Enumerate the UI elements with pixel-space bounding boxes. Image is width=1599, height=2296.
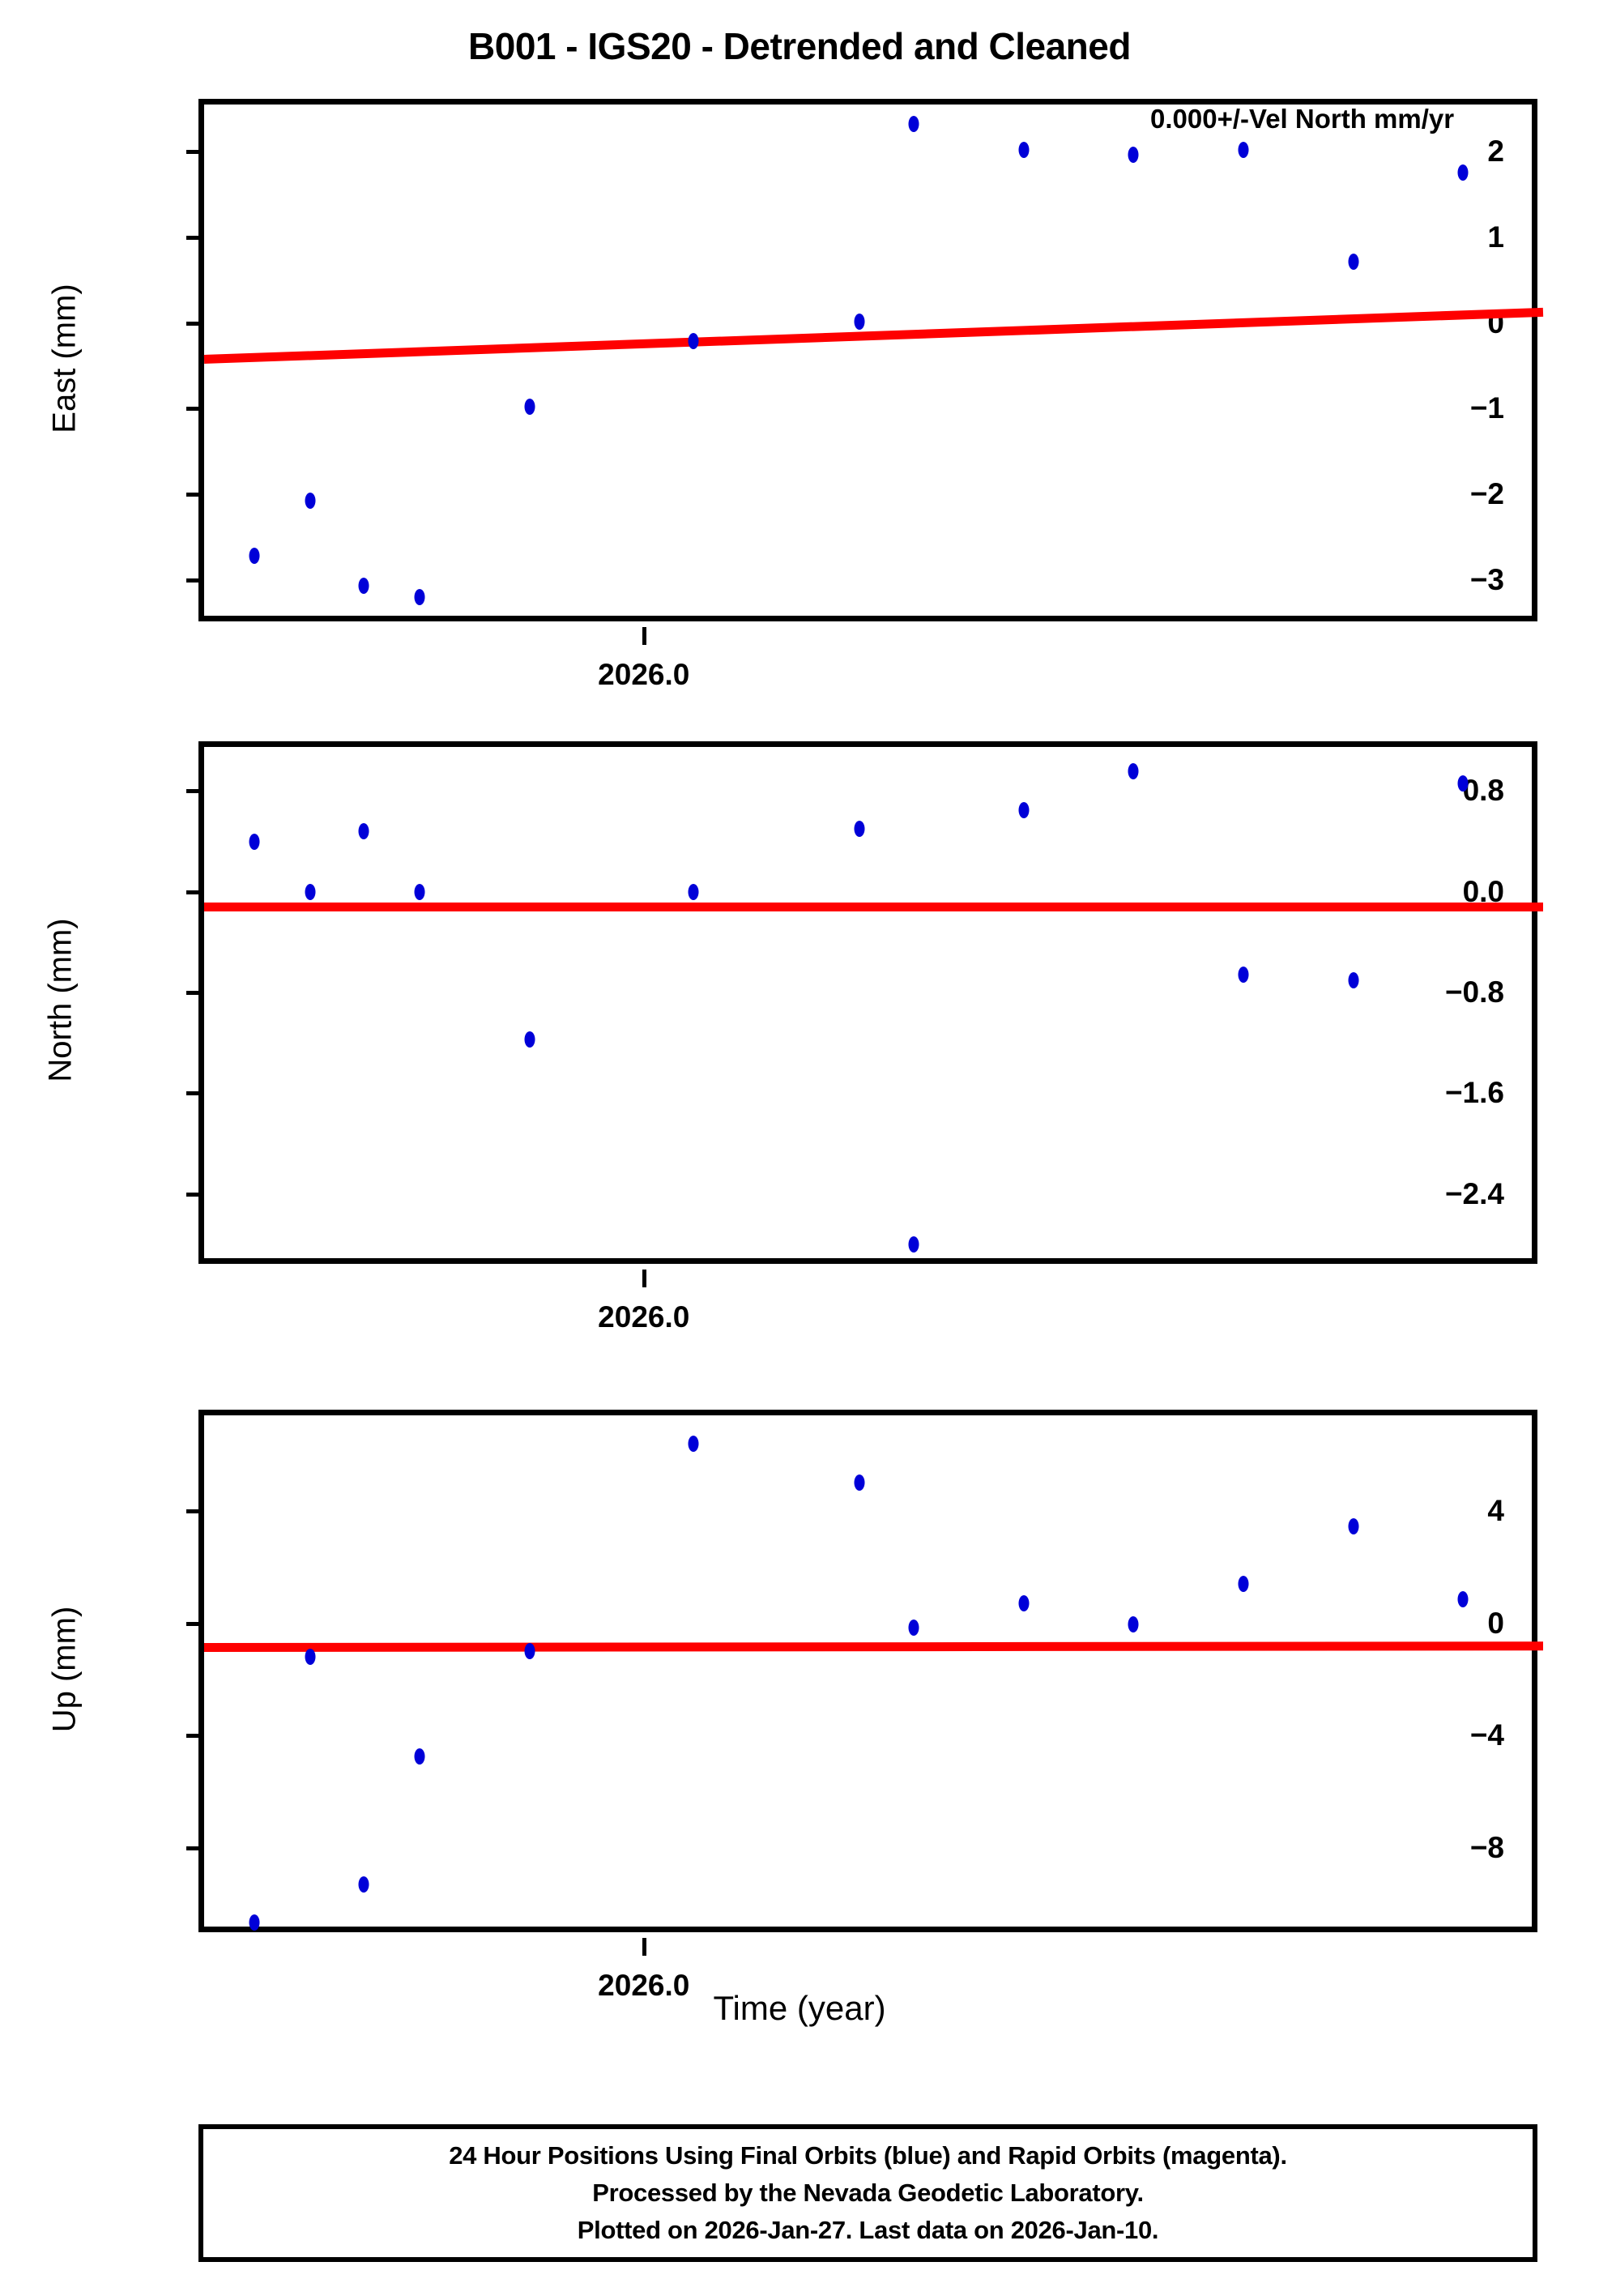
velocity-annotation: 0.000+/-Vel North mm/yr bbox=[1150, 104, 1455, 134]
plot-area-up: 4 0 −4 −8 2026.0 bbox=[186, 1410, 1544, 2002]
data-point bbox=[305, 1649, 316, 1666]
trend-line-up bbox=[203, 1641, 1544, 1652]
data-point bbox=[249, 1914, 260, 1931]
plot-area-east: 2 1 0 −1 −2 −3 2026.0 bbox=[186, 99, 1544, 691]
data-point bbox=[414, 588, 425, 605]
y-tick-label-up-2: −4 bbox=[1469, 1718, 1504, 1752]
y-tick-north-1 bbox=[186, 890, 204, 894]
data-point bbox=[524, 1643, 535, 1660]
data-point bbox=[908, 1619, 919, 1636]
panel-east: 2 1 0 −1 −2 −3 2026.0 East (mm) 0.000+/-Vel No… bbox=[0, 0, 1599, 691]
data-point bbox=[305, 883, 316, 900]
y-tick-up-0 bbox=[186, 1509, 204, 1513]
footer-line-2: Processed by the Nevada Geodetic Laborat… bbox=[592, 2179, 1144, 2207]
y-tick-east-2 bbox=[186, 321, 204, 326]
y-tick-label-up-0: 4 bbox=[1487, 1493, 1504, 1527]
y-tick-label-east-0: 2 bbox=[1487, 134, 1504, 169]
y-tick-east-0 bbox=[186, 150, 204, 155]
data-point bbox=[1457, 775, 1469, 792]
data-point bbox=[1457, 1591, 1469, 1608]
y-tick-north-4 bbox=[186, 1192, 204, 1197]
data-point bbox=[854, 1474, 865, 1492]
y-tick-label-east-3: −1 bbox=[1469, 391, 1504, 425]
data-point bbox=[1238, 142, 1249, 159]
x-tick-label-east-0: 2026.0 bbox=[598, 658, 690, 691]
figure-title: B001 - IGS20 - Detrended and Cleaned bbox=[468, 25, 1131, 67]
y-tick-label-east-5: −3 bbox=[1469, 562, 1504, 596]
y-tick-up-3 bbox=[186, 1846, 204, 1851]
data-point bbox=[908, 1235, 919, 1253]
y-tick-label-north-2: −0.8 bbox=[1444, 975, 1504, 1009]
data-point bbox=[249, 833, 260, 850]
x-tick-label-north-0: 2026.0 bbox=[598, 1300, 690, 1334]
data-point bbox=[688, 332, 699, 349]
data-point bbox=[358, 823, 369, 840]
footer-line-3: Plotted on 2026-Jan-27. Last data on 202… bbox=[577, 2216, 1159, 2244]
data-point bbox=[1238, 967, 1249, 984]
y-tick-up-1 bbox=[186, 1621, 204, 1626]
y-tick-north-3 bbox=[186, 1091, 204, 1096]
y-axis-label-north: North (mm) bbox=[42, 918, 79, 1082]
plot-area-north: 0.8 0.0 −0.8 −1.6 −2.4 2026.0 bbox=[186, 741, 1543, 1334]
data-point bbox=[1348, 1517, 1359, 1534]
data-point bbox=[1018, 1595, 1030, 1612]
data-point bbox=[854, 821, 865, 838]
data-point bbox=[1348, 253, 1359, 270]
y-tick-label-up-3: −8 bbox=[1469, 1831, 1504, 1865]
x-tick-up-0 bbox=[642, 1938, 646, 1956]
data-point bbox=[414, 883, 425, 900]
data-point bbox=[908, 116, 919, 133]
data-point bbox=[688, 883, 699, 900]
data-point bbox=[1128, 147, 1139, 164]
data-point bbox=[524, 1031, 535, 1048]
data-point bbox=[1018, 142, 1030, 159]
y-tick-label-east-4: −2 bbox=[1469, 477, 1504, 511]
x-tick-north-0 bbox=[642, 1270, 646, 1287]
data-point bbox=[1128, 762, 1139, 779]
data-point bbox=[1018, 801, 1030, 818]
panel-north: 0.8 0.0 −0.8 −1.6 −2.4 2026.0 North (mm) bbox=[0, 0, 1599, 1334]
y-tick-label-east-1: 1 bbox=[1487, 220, 1504, 254]
y-tick-label-north-0: 0.8 bbox=[1462, 774, 1504, 808]
x-axis-label: Time (year) bbox=[713, 1989, 886, 2027]
y-tick-east-3 bbox=[186, 407, 204, 412]
y-tick-label-north-3: −1.6 bbox=[1444, 1076, 1504, 1110]
data-point bbox=[358, 1876, 369, 1893]
y-tick-label-up-1: 0 bbox=[1487, 1606, 1504, 1640]
footer-line-1: 24 Hour Positions Using Final Orbits (bl… bbox=[449, 2141, 1287, 2170]
data-point bbox=[1348, 971, 1359, 988]
y-tick-up-2 bbox=[186, 1734, 204, 1739]
x-tick-east-0 bbox=[642, 627, 646, 645]
data-point bbox=[1128, 1616, 1139, 1633]
data-point bbox=[688, 1435, 699, 1452]
data-point bbox=[1238, 1576, 1249, 1593]
y-tick-east-5 bbox=[186, 578, 204, 583]
data-point bbox=[854, 313, 865, 330]
data-point bbox=[249, 548, 260, 565]
panel-up: 4 0 −4 −8 2026.0 Up (mm) bbox=[0, 0, 1599, 2002]
data-point bbox=[305, 492, 316, 509]
data-point bbox=[358, 578, 369, 595]
footer-caption-box: 24 Hour Positions Using Final Orbits (bl… bbox=[198, 2124, 1537, 2262]
y-tick-north-2 bbox=[186, 991, 204, 996]
data-point bbox=[1457, 164, 1469, 181]
y-tick-north-0 bbox=[186, 789, 204, 794]
y-axis-label-up: Up (mm) bbox=[46, 1606, 83, 1733]
trend-line-north bbox=[204, 902, 1543, 911]
x-tick-label-up-0: 2026.0 bbox=[598, 1969, 690, 2002]
y-tick-east-4 bbox=[186, 493, 204, 497]
data-point bbox=[414, 1748, 425, 1765]
y-tick-label-north-4: −2.4 bbox=[1444, 1176, 1504, 1210]
data-point bbox=[524, 399, 535, 416]
y-tick-east-1 bbox=[186, 235, 204, 240]
